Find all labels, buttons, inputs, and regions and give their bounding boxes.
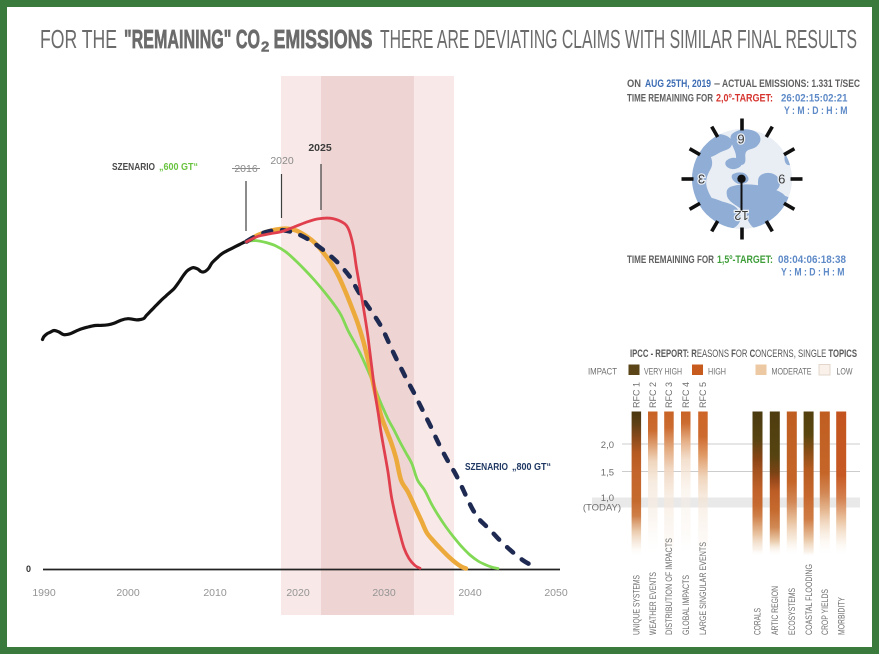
svg-text:ON: ON: [627, 78, 641, 90]
svg-text:1990: 1990: [32, 587, 56, 599]
svg-text:CORALS: CORALS: [753, 608, 763, 635]
svg-text:2020: 2020: [286, 587, 310, 599]
svg-text:RFC 4: RFC 4: [681, 382, 691, 408]
svg-text:MODERATE: MODERATE: [772, 367, 812, 378]
svg-text:RFC 5: RFC 5: [698, 382, 708, 408]
svg-text:RFC 1: RFC 1: [632, 382, 642, 408]
svg-text:3: 3: [698, 172, 705, 187]
svg-text:CROP YIELDS: CROP YIELDS: [820, 589, 830, 635]
svg-text:2,0º-TARGET:: 2,0º-TARGET:: [716, 93, 773, 105]
svg-text:1,0: 1,0: [601, 493, 614, 504]
svg-text:2040: 2040: [458, 587, 482, 599]
svg-text:"REMAINING" CO: "REMAINING" CO: [124, 24, 260, 54]
svg-text:1,5º-TARGET:: 1,5º-TARGET:: [717, 254, 773, 266]
svg-text:2050: 2050: [544, 587, 568, 599]
svg-text:VERY HIGH: VERY HIGH: [644, 367, 682, 378]
svg-text:Y : M : D : H : M: Y : M : D : H : M: [784, 105, 848, 117]
svg-text:ECOSYSTEMS: ECOSYSTEMS: [787, 588, 797, 635]
svg-text:RFC 2: RFC 2: [648, 382, 658, 408]
svg-text:IPCC - REPORT: REASONS FOR CON: IPCC - REPORT: REASONS FOR CONCERNS, SIN…: [630, 348, 857, 360]
svg-text:SZENARIO: SZENARIO: [465, 462, 508, 473]
svg-text:HIGH: HIGH: [708, 367, 726, 378]
svg-text:08:04:06:18:38: 08:04:06:18:38: [778, 254, 846, 266]
svg-text:MORBIDITY: MORBIDITY: [836, 597, 846, 635]
svg-text:UNIQUE SYSTEMS: UNIQUE SYSTEMS: [632, 575, 642, 635]
svg-text:EMISSIONS: EMISSIONS: [274, 24, 373, 54]
svg-text:WEATHER EVENTS: WEATHER EVENTS: [648, 572, 658, 635]
svg-text:TIME REMAINING FOR: TIME REMAINING FOR: [627, 93, 713, 105]
svg-text:2010: 2010: [203, 587, 227, 599]
svg-text:GLOBAL IMPACTS: GLOBAL IMPACTS: [681, 575, 691, 635]
svg-text:2000: 2000: [116, 587, 140, 599]
svg-text:IMPACT: IMPACT: [588, 367, 617, 378]
svg-text:1,5: 1,5: [601, 467, 614, 478]
svg-text:2020: 2020: [270, 155, 294, 167]
svg-text:TIME REMAINING FOR: TIME REMAINING FOR: [627, 254, 714, 266]
svg-text:LARGE SINGULAR EVENTS: LARGE SINGULAR EVENTS: [698, 542, 708, 635]
svg-text:COASTAL FLOODING: COASTAL FLOODING: [804, 564, 814, 635]
svg-text:RFC 3: RFC 3: [664, 382, 674, 408]
svg-text:FOR THE: FOR THE: [40, 24, 117, 54]
svg-text:DISTRIBUTION OF IMPACTS: DISTRIBUTION OF IMPACTS: [664, 538, 674, 635]
svg-text:–: –: [714, 78, 720, 90]
svg-text:9: 9: [737, 132, 744, 147]
svg-text:AUG 25TH, 2019: AUG 25TH, 2019: [645, 78, 711, 90]
svg-text:ARTIC REGION: ARTIC REGION: [770, 586, 780, 635]
svg-text:„800 GT“: „800 GT“: [512, 462, 551, 473]
svg-text:LOW: LOW: [837, 367, 853, 378]
svg-text:„600 GT“: „600 GT“: [159, 162, 198, 173]
svg-text:ACTUAL EMISSIONS: 1.331 T/SEC: ACTUAL EMISSIONS: 1.331 T/SEC: [722, 78, 860, 90]
svg-text:Y : M : D : H : M: Y : M : D : H : M: [781, 267, 845, 279]
svg-text:12: 12: [734, 208, 748, 223]
svg-text:0: 0: [26, 564, 31, 574]
svg-text:2025: 2025: [308, 142, 332, 154]
svg-text:2,0: 2,0: [601, 440, 614, 451]
svg-text:(TODAY): (TODAY): [583, 503, 621, 514]
svg-text:26:02:15:02:21: 26:02:15:02:21: [781, 93, 848, 105]
svg-text:THERE ARE DEVIATING CLAIMS WIT: THERE ARE DEVIATING CLAIMS WITH SIMILAR …: [380, 24, 857, 54]
svg-text:6: 6: [778, 172, 785, 187]
svg-text:2: 2: [261, 39, 269, 56]
svg-text:SZENARIO: SZENARIO: [112, 162, 155, 173]
svg-text:2030: 2030: [372, 587, 396, 599]
